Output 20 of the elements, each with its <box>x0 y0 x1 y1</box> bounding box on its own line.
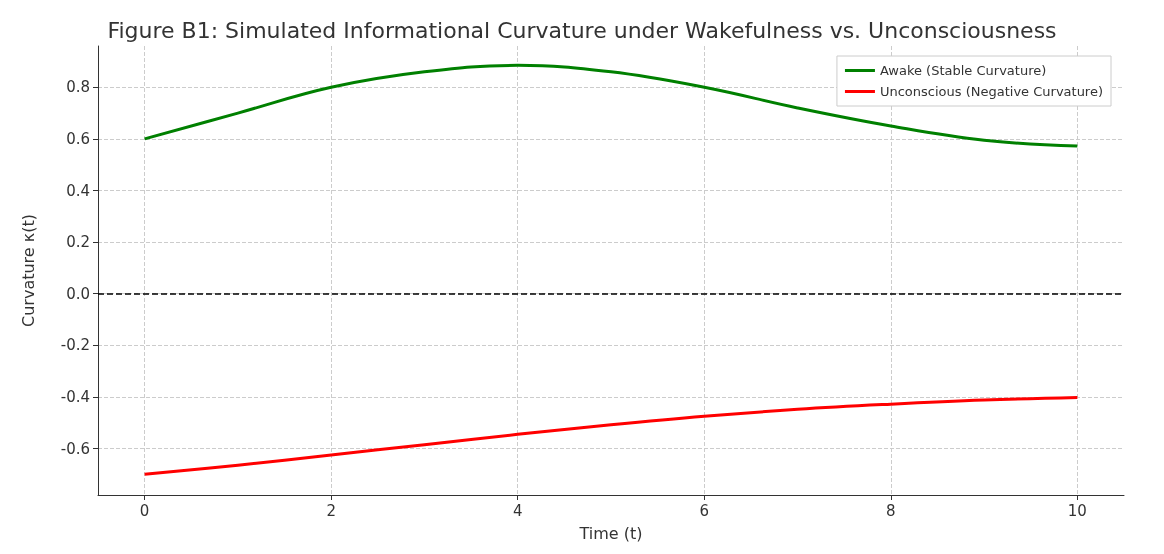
x-tick-label: 0 <box>139 501 150 520</box>
y-axis-title: Curvature κ(t) <box>18 214 38 327</box>
line-series <box>143 395 1079 476</box>
y-tick-label: 0.4 <box>66 181 90 200</box>
x-tick-label: 2 <box>326 501 336 520</box>
x-axis-title: Time (t) <box>578 523 643 543</box>
y-tick-label: -0.4 <box>60 387 90 406</box>
y-tick-label: -0.2 <box>60 336 90 355</box>
y-tick-label: 0.0 <box>66 284 90 303</box>
legend-label: Awake (Stable Curvature) <box>879 63 1047 78</box>
chart-title: Figure B1: Simulated Informational Curvature under Wakefulness vs. Unconsciousness <box>107 17 1057 43</box>
y-tick-label: 0.8 <box>66 78 90 97</box>
x-tick-label: 10 <box>1067 501 1087 520</box>
x-tick-label: 4 <box>512 501 523 520</box>
x-tick-label: 6 <box>699 501 710 520</box>
y-tick-label: -0.6 <box>60 439 90 458</box>
y-tick-label: 0.2 <box>66 233 90 252</box>
y-tick-label: 0.6 <box>66 129 90 148</box>
x-tick-label: 8 <box>886 501 896 520</box>
legend-label: Unconscious (Negative Curvature) <box>879 84 1104 99</box>
